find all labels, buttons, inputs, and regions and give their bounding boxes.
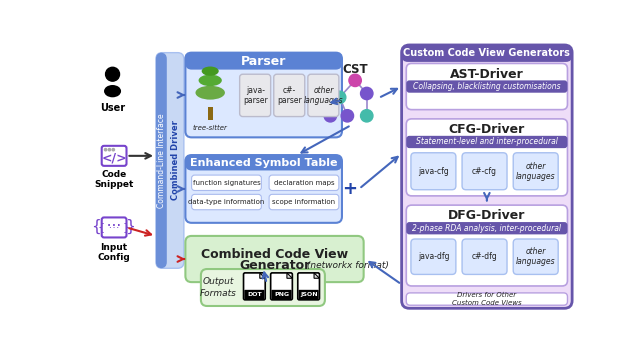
Ellipse shape — [202, 67, 219, 76]
Text: User: User — [100, 104, 125, 113]
Text: declaration maps: declaration maps — [274, 180, 334, 186]
Text: function signatures: function signatures — [193, 180, 260, 186]
FancyBboxPatch shape — [244, 273, 265, 300]
Text: c#-cfg: c#-cfg — [472, 167, 497, 176]
Text: Statement-level and inter-procedural: Statement-level and inter-procedural — [416, 138, 558, 147]
FancyBboxPatch shape — [269, 175, 339, 191]
Text: other
languages: other languages — [303, 86, 343, 105]
Circle shape — [112, 149, 115, 151]
Text: c#-
parser: c#- parser — [277, 86, 301, 105]
FancyBboxPatch shape — [298, 273, 319, 300]
Text: Collapsing, blacklisting customisations: Collapsing, blacklisting customisations — [413, 82, 561, 91]
FancyBboxPatch shape — [406, 222, 568, 235]
Text: DOT: DOT — [247, 292, 262, 297]
Ellipse shape — [104, 85, 121, 97]
Polygon shape — [260, 273, 265, 278]
Circle shape — [349, 74, 362, 87]
FancyBboxPatch shape — [406, 293, 568, 305]
FancyBboxPatch shape — [191, 175, 261, 191]
FancyBboxPatch shape — [406, 205, 568, 286]
Text: Drivers for Other
Custom Code Views: Drivers for Other Custom Code Views — [452, 292, 522, 306]
Text: 2-phase RDA analysis, inter-procedural: 2-phase RDA analysis, inter-procedural — [412, 224, 561, 233]
FancyBboxPatch shape — [186, 236, 364, 282]
Ellipse shape — [198, 75, 222, 86]
Text: Enhanced Symbol Table: Enhanced Symbol Table — [190, 158, 337, 168]
Text: java-dfg: java-dfg — [418, 252, 449, 261]
Text: other
languages: other languages — [516, 162, 556, 181]
FancyBboxPatch shape — [239, 74, 271, 117]
Circle shape — [360, 110, 373, 122]
FancyBboxPatch shape — [102, 217, 127, 237]
FancyBboxPatch shape — [402, 45, 572, 308]
Text: CFG-Driver: CFG-Driver — [449, 123, 525, 136]
Text: java-cfg: java-cfg — [418, 167, 449, 176]
Text: DFG-Driver: DFG-Driver — [448, 209, 525, 222]
FancyBboxPatch shape — [102, 146, 127, 166]
FancyBboxPatch shape — [269, 194, 339, 210]
FancyBboxPatch shape — [402, 45, 572, 62]
Text: Parser: Parser — [241, 55, 286, 68]
Text: (networkx format): (networkx format) — [304, 261, 389, 270]
Text: PNG: PNG — [274, 292, 289, 297]
Text: Input
Config: Input Config — [98, 243, 131, 262]
FancyBboxPatch shape — [201, 269, 325, 306]
Text: Combined Code View: Combined Code View — [201, 248, 348, 261]
FancyBboxPatch shape — [308, 74, 339, 117]
Text: +: + — [342, 180, 357, 198]
FancyBboxPatch shape — [411, 239, 456, 274]
Polygon shape — [287, 273, 292, 278]
Text: Custom Code View Generators: Custom Code View Generators — [403, 49, 570, 58]
Text: tree-sitter: tree-sitter — [193, 125, 228, 131]
FancyBboxPatch shape — [411, 153, 456, 190]
Circle shape — [360, 87, 373, 99]
FancyBboxPatch shape — [462, 153, 507, 190]
FancyBboxPatch shape — [244, 290, 264, 299]
FancyBboxPatch shape — [513, 239, 558, 274]
Text: </>: </> — [101, 152, 127, 165]
Text: Output
Formats: Output Formats — [200, 277, 236, 298]
Circle shape — [108, 149, 111, 151]
Text: other
languages: other languages — [516, 247, 556, 266]
Bar — [208, 106, 212, 120]
Ellipse shape — [195, 86, 225, 99]
FancyBboxPatch shape — [191, 194, 261, 210]
Text: AST-Driver: AST-Driver — [450, 68, 524, 81]
Circle shape — [341, 110, 353, 122]
Text: c#-dfg: c#-dfg — [472, 252, 497, 261]
Text: { ··· }: { ··· } — [92, 219, 136, 234]
Text: JSON: JSON — [300, 292, 317, 297]
FancyBboxPatch shape — [186, 53, 342, 69]
Circle shape — [106, 67, 120, 81]
Text: Combined Driver: Combined Driver — [171, 120, 180, 200]
Text: data-type information: data-type information — [188, 199, 265, 205]
FancyBboxPatch shape — [298, 290, 319, 299]
FancyBboxPatch shape — [271, 290, 292, 299]
FancyBboxPatch shape — [406, 80, 568, 93]
Text: Generator: Generator — [239, 259, 310, 272]
FancyBboxPatch shape — [406, 119, 568, 196]
Text: Command-Line Interface: Command-Line Interface — [157, 113, 166, 208]
FancyBboxPatch shape — [186, 53, 342, 138]
Text: { ··· }: { ··· } — [98, 222, 130, 232]
FancyBboxPatch shape — [406, 136, 568, 148]
Text: Code
Snippet: Code Snippet — [95, 170, 134, 189]
FancyBboxPatch shape — [186, 155, 342, 170]
FancyBboxPatch shape — [271, 273, 292, 300]
Circle shape — [333, 91, 346, 104]
Circle shape — [104, 149, 107, 151]
Text: CST: CST — [342, 63, 368, 76]
Text: java-
parser: java- parser — [243, 86, 268, 105]
FancyBboxPatch shape — [156, 53, 184, 268]
FancyBboxPatch shape — [513, 153, 558, 190]
FancyBboxPatch shape — [406, 64, 568, 110]
Text: scope information: scope information — [273, 199, 335, 205]
FancyBboxPatch shape — [156, 53, 167, 268]
FancyBboxPatch shape — [186, 155, 342, 223]
FancyBboxPatch shape — [462, 239, 507, 274]
Circle shape — [324, 110, 337, 122]
FancyBboxPatch shape — [274, 74, 305, 117]
Polygon shape — [314, 273, 319, 278]
